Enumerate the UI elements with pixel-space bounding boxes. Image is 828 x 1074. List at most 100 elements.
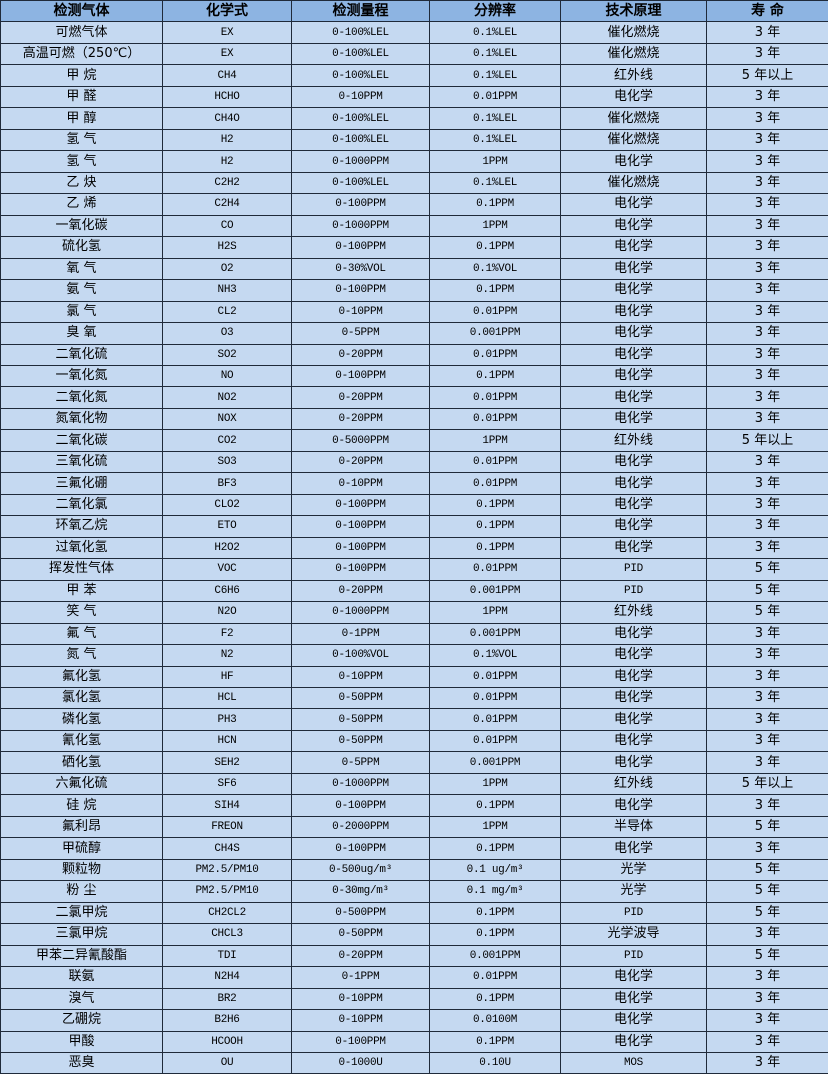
- lifespan-cell: 5 年: [706, 858, 828, 882]
- gas-cell: 挥发性气体: [0, 558, 163, 581]
- resolution-cell: 0.01PPM: [429, 708, 561, 731]
- range-cell: 0-100PPM: [291, 364, 430, 388]
- range-cell: 0-100PPM: [291, 1030, 430, 1053]
- lifespan-cell: 3 年: [706, 300, 828, 324]
- formula-cell: O3: [162, 322, 292, 345]
- lifespan-cell: 3 年: [706, 794, 828, 817]
- range-cell: 0-100PPM: [291, 493, 430, 517]
- lifespan-cell: 5 年: [706, 901, 828, 925]
- table-row: 甲 烷 CH4 0-100%LEL 0.1%LEL 红外线 5 年以上: [0, 64, 828, 87]
- formula-cell: CO2: [162, 429, 292, 452]
- gas-cell: 氧 气: [0, 257, 163, 281]
- lifespan-cell: 3 年: [706, 107, 828, 130]
- gas-cell: 乙硼烷: [0, 1009, 163, 1032]
- principle-cell: 电化学: [560, 1009, 707, 1032]
- resolution-cell: 1PPM: [429, 214, 561, 238]
- resolution-cell: 0.001PPM: [429, 622, 561, 646]
- resolution-cell: 0.1%LEL: [429, 128, 561, 152]
- table-row: 三氟化硼 BF3 0-10PPM 0.01PPM 电化学 3 年: [0, 472, 828, 495]
- gas-cell: 甲 苯: [0, 579, 163, 603]
- table-row: 氮氧化物 NOX 0-20PPM 0.01PPM 电化学 3 年: [0, 407, 828, 431]
- formula-cell: NH3: [162, 279, 292, 302]
- lifespan-cell: 3 年: [706, 966, 828, 989]
- table-row: 一氧化碳 CO 0-1000PPM 1PPM 电化学 3 年: [0, 214, 828, 238]
- gas-cell: 联氨: [0, 966, 163, 989]
- gas-cell: 硒化氢: [0, 751, 163, 774]
- principle-cell: 电化学: [560, 686, 707, 710]
- formula-cell: NOX: [162, 407, 292, 431]
- principle-cell: 电化学: [560, 300, 707, 324]
- range-cell: 0-1000PPM: [291, 601, 430, 624]
- range-cell: 0-100PPM: [291, 236, 430, 259]
- header-row: 检测气体 化学式 检测量程 分辨率 技术原理 寿 命: [0, 0, 828, 23]
- resolution-cell: 0.01PPM: [429, 686, 561, 710]
- range-cell: 0-2000PPM: [291, 815, 430, 839]
- resolution-cell: 0.1 ug/m³: [429, 858, 561, 882]
- resolution-cell: 0.1PPM: [429, 279, 561, 302]
- header-formula: 化学式: [162, 0, 292, 23]
- table-row: 乙 烯 C2H4 0-100PPM 0.1PPM 电化学 3 年: [0, 193, 828, 216]
- lifespan-cell: 3 年: [706, 837, 828, 860]
- header-resolution: 分辨率: [429, 0, 561, 23]
- resolution-cell: 0.01PPM: [429, 450, 561, 474]
- resolution-cell: 0.1%LEL: [429, 21, 561, 44]
- range-cell: 0-5PPM: [291, 751, 430, 774]
- principle-cell: 电化学: [560, 751, 707, 774]
- resolution-cell: 0.1%LEL: [429, 171, 561, 195]
- table-row: 颗粒物 PM2.5/PM10 0-500ug/m³ 0.1 ug/m³ 光学 5 年: [0, 858, 828, 882]
- resolution-cell: 0.1PPM: [429, 901, 561, 925]
- range-cell: 0-20PPM: [291, 450, 430, 474]
- formula-cell: OU: [162, 1051, 292, 1074]
- lifespan-cell: 3 年: [706, 407, 828, 431]
- resolution-cell: 0.1PPM: [429, 837, 561, 860]
- resolution-cell: 0.01PPM: [429, 85, 561, 109]
- formula-cell: H2S: [162, 236, 292, 259]
- lifespan-cell: 5 年: [706, 815, 828, 839]
- resolution-cell: 0.001PPM: [429, 579, 561, 603]
- gas-cell: 氯化氢: [0, 686, 163, 710]
- principle-cell: 电化学: [560, 214, 707, 238]
- formula-cell: H2: [162, 150, 292, 173]
- table-row: 二氧化氯 CLO2 0-100PPM 0.1PPM 电化学 3 年: [0, 493, 828, 517]
- formula-cell: NO: [162, 364, 292, 388]
- gas-cell: 乙 炔: [0, 171, 163, 195]
- lifespan-cell: 3 年: [706, 665, 828, 689]
- resolution-cell: 0.1PPM: [429, 794, 561, 817]
- resolution-cell: 0.1%LEL: [429, 64, 561, 87]
- range-cell: 0-500PPM: [291, 901, 430, 925]
- formula-cell: SIH4: [162, 794, 292, 817]
- range-cell: 0-1000U: [291, 1051, 430, 1074]
- range-cell: 0-10PPM: [291, 472, 430, 495]
- gas-cell: 二氧化碳: [0, 429, 163, 452]
- gas-cell: 硅 烷: [0, 794, 163, 817]
- formula-cell: H2: [162, 128, 292, 152]
- range-cell: 0-20PPM: [291, 944, 430, 968]
- resolution-cell: 0.01PPM: [429, 558, 561, 581]
- lifespan-cell: 5 年以上: [706, 772, 828, 796]
- resolution-cell: 0.1PPM: [429, 987, 561, 1011]
- formula-cell: CHCL3: [162, 923, 292, 946]
- gas-cell: 氯 气: [0, 300, 163, 324]
- header-lifespan: 寿 命: [706, 0, 828, 23]
- resolution-cell: 0.1PPM: [429, 364, 561, 388]
- table-row: 氮 气 N2 0-100%VOL 0.1%VOL 电化学 3 年: [0, 644, 828, 667]
- range-cell: 0-5PPM: [291, 322, 430, 345]
- gas-cell: 过氧化氢: [0, 536, 163, 560]
- lifespan-cell: 3 年: [706, 343, 828, 366]
- formula-cell: CL2: [162, 300, 292, 324]
- lifespan-cell: 3 年: [706, 515, 828, 538]
- range-cell: 0-100PPM: [291, 837, 430, 860]
- table-row: 六氟化硫 SF6 0-1000PPM 1PPM 红外线 5 年以上: [0, 772, 828, 796]
- formula-cell: H2O2: [162, 536, 292, 560]
- range-cell: 0-30mg/m³: [291, 880, 430, 903]
- lifespan-cell: 3 年: [706, 364, 828, 388]
- principle-cell: 电化学: [560, 193, 707, 216]
- principle-cell: 光学: [560, 880, 707, 903]
- range-cell: 0-30%VOL: [291, 257, 430, 281]
- principle-cell: PID: [560, 579, 707, 603]
- gas-cell: 二氯甲烷: [0, 901, 163, 925]
- formula-cell: C2H4: [162, 193, 292, 216]
- formula-cell: TDI: [162, 944, 292, 968]
- table-row: 甲硫醇 CH4S 0-100PPM 0.1PPM 电化学 3 年: [0, 837, 828, 860]
- table-row: 高温可燃（250℃） EX 0-100%LEL 0.1%LEL 催化燃烧 3 年: [0, 42, 828, 66]
